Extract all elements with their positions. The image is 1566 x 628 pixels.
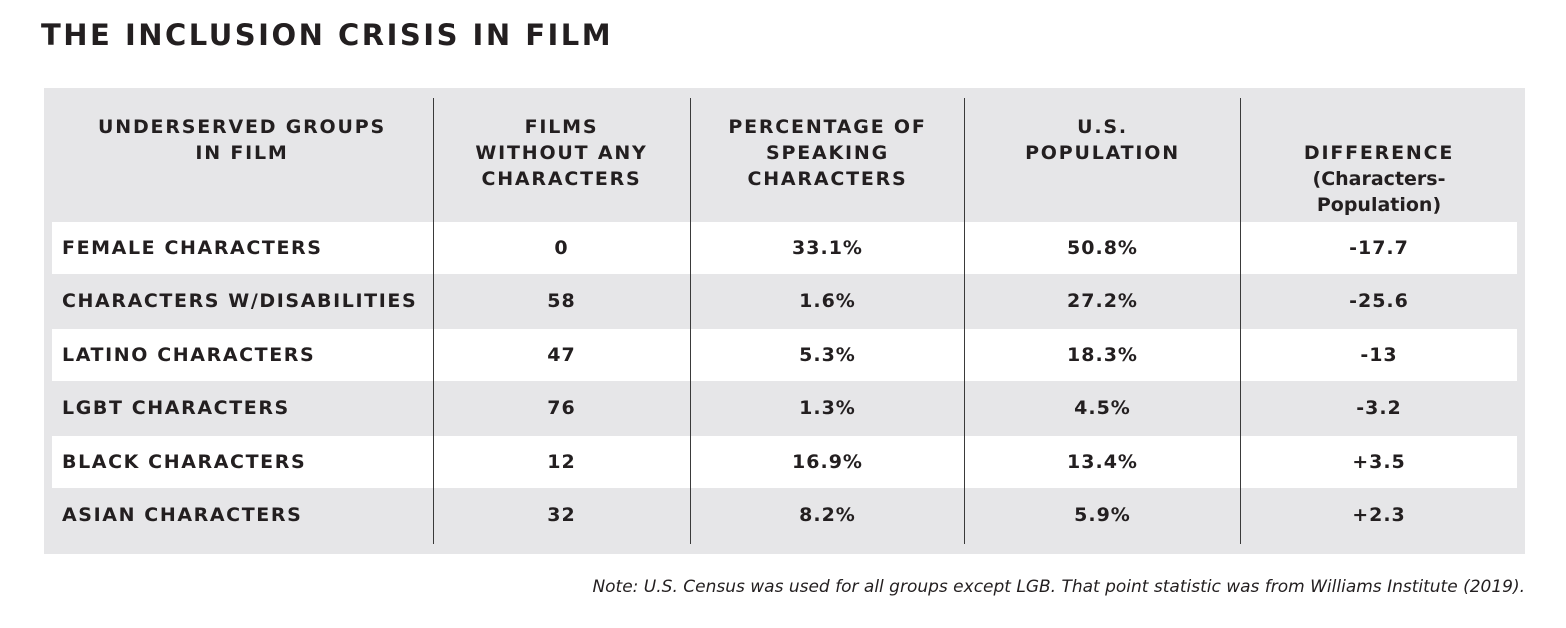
cell-films-without: 58: [547, 290, 576, 312]
cell-difference: -3.2: [1356, 397, 1402, 419]
cell-films-without: 32: [547, 504, 576, 526]
cell-pct-speaking: 16.9%: [792, 451, 863, 473]
table-row: LGBT CHARACTERS 76 1.3% 4.5% -3.2: [52, 382, 1517, 434]
cell-us-population: 13.4%: [1067, 451, 1138, 473]
footnote: Note: U.S. Census was used for all group…: [592, 577, 1525, 597]
cell-us-population: 4.5%: [1074, 397, 1131, 419]
table-row: FEMALE CHARACTERS 0 33.1% 50.8% -17.7: [52, 222, 1517, 274]
cell-us-population: 18.3%: [1067, 344, 1138, 366]
cell-difference: -13: [1360, 344, 1398, 366]
cell-group: FEMALE CHARACTERS: [62, 237, 323, 259]
table-row: BLACK CHARACTERS 12 16.9% 13.4% +3.5: [52, 436, 1517, 488]
cell-pct-speaking: 33.1%: [792, 237, 863, 259]
cell-group: LATINO CHARACTERS: [62, 344, 316, 366]
cell-group: CHARACTERS W/DISABILITIES: [62, 290, 418, 312]
cell-group: BLACK CHARACTERS: [62, 451, 307, 473]
column-header-us-population: U.S. POPULATION: [1025, 116, 1180, 164]
cell-films-without: 47: [547, 344, 576, 366]
cell-films-without: 76: [547, 397, 576, 419]
column-divider: [690, 98, 691, 544]
cell-us-population: 50.8%: [1067, 237, 1138, 259]
cell-difference: -25.6: [1349, 290, 1409, 312]
cell-us-population: 5.9%: [1074, 504, 1131, 526]
column-divider: [964, 98, 965, 544]
cell-pct-speaking: 5.3%: [799, 344, 856, 366]
cell-difference: +2.3: [1352, 504, 1406, 526]
column-header-difference-sublabel: (Characters- Population): [1312, 168, 1446, 216]
data-table: UNDERSERVED GROUPS IN FILM FILMS WITHOUT…: [44, 88, 1525, 554]
cell-group: LGBT CHARACTERS: [62, 397, 290, 419]
cell-pct-speaking: 8.2%: [799, 504, 856, 526]
column-header-groups: UNDERSERVED GROUPS IN FILM: [98, 116, 386, 164]
cell-difference: -17.7: [1349, 237, 1409, 259]
table-row: ASIAN CHARACTERS 32 8.2% 5.9% +2.3: [52, 489, 1517, 541]
cell-us-population: 27.2%: [1067, 290, 1138, 312]
cell-pct-speaking: 1.3%: [799, 397, 856, 419]
cell-pct-speaking: 1.6%: [799, 290, 856, 312]
cell-group: ASIAN CHARACTERS: [62, 504, 303, 526]
table-row: CHARACTERS W/DISABILITIES 58 1.6% 27.2% …: [52, 275, 1517, 327]
table-row: LATINO CHARACTERS 47 5.3% 18.3% -13: [52, 329, 1517, 381]
column-header-films-without: FILMS WITHOUT ANY CHARACTERS: [475, 116, 648, 190]
column-divider: [433, 98, 434, 544]
column-header-difference: DIFFERENCE (Characters- Population): [1241, 114, 1517, 244]
column-header-difference-label: DIFFERENCE: [1303, 142, 1455, 164]
column-header-percentage-speaking: PERCENTAGE OF SPEAKING CHARACTERS: [728, 116, 927, 190]
column-divider: [1240, 98, 1241, 544]
page-title: THE INCLUSION CRISIS IN FILM: [41, 18, 614, 52]
cell-films-without: 0: [554, 237, 569, 259]
cell-difference: +3.5: [1352, 451, 1406, 473]
cell-films-without: 12: [547, 451, 576, 473]
